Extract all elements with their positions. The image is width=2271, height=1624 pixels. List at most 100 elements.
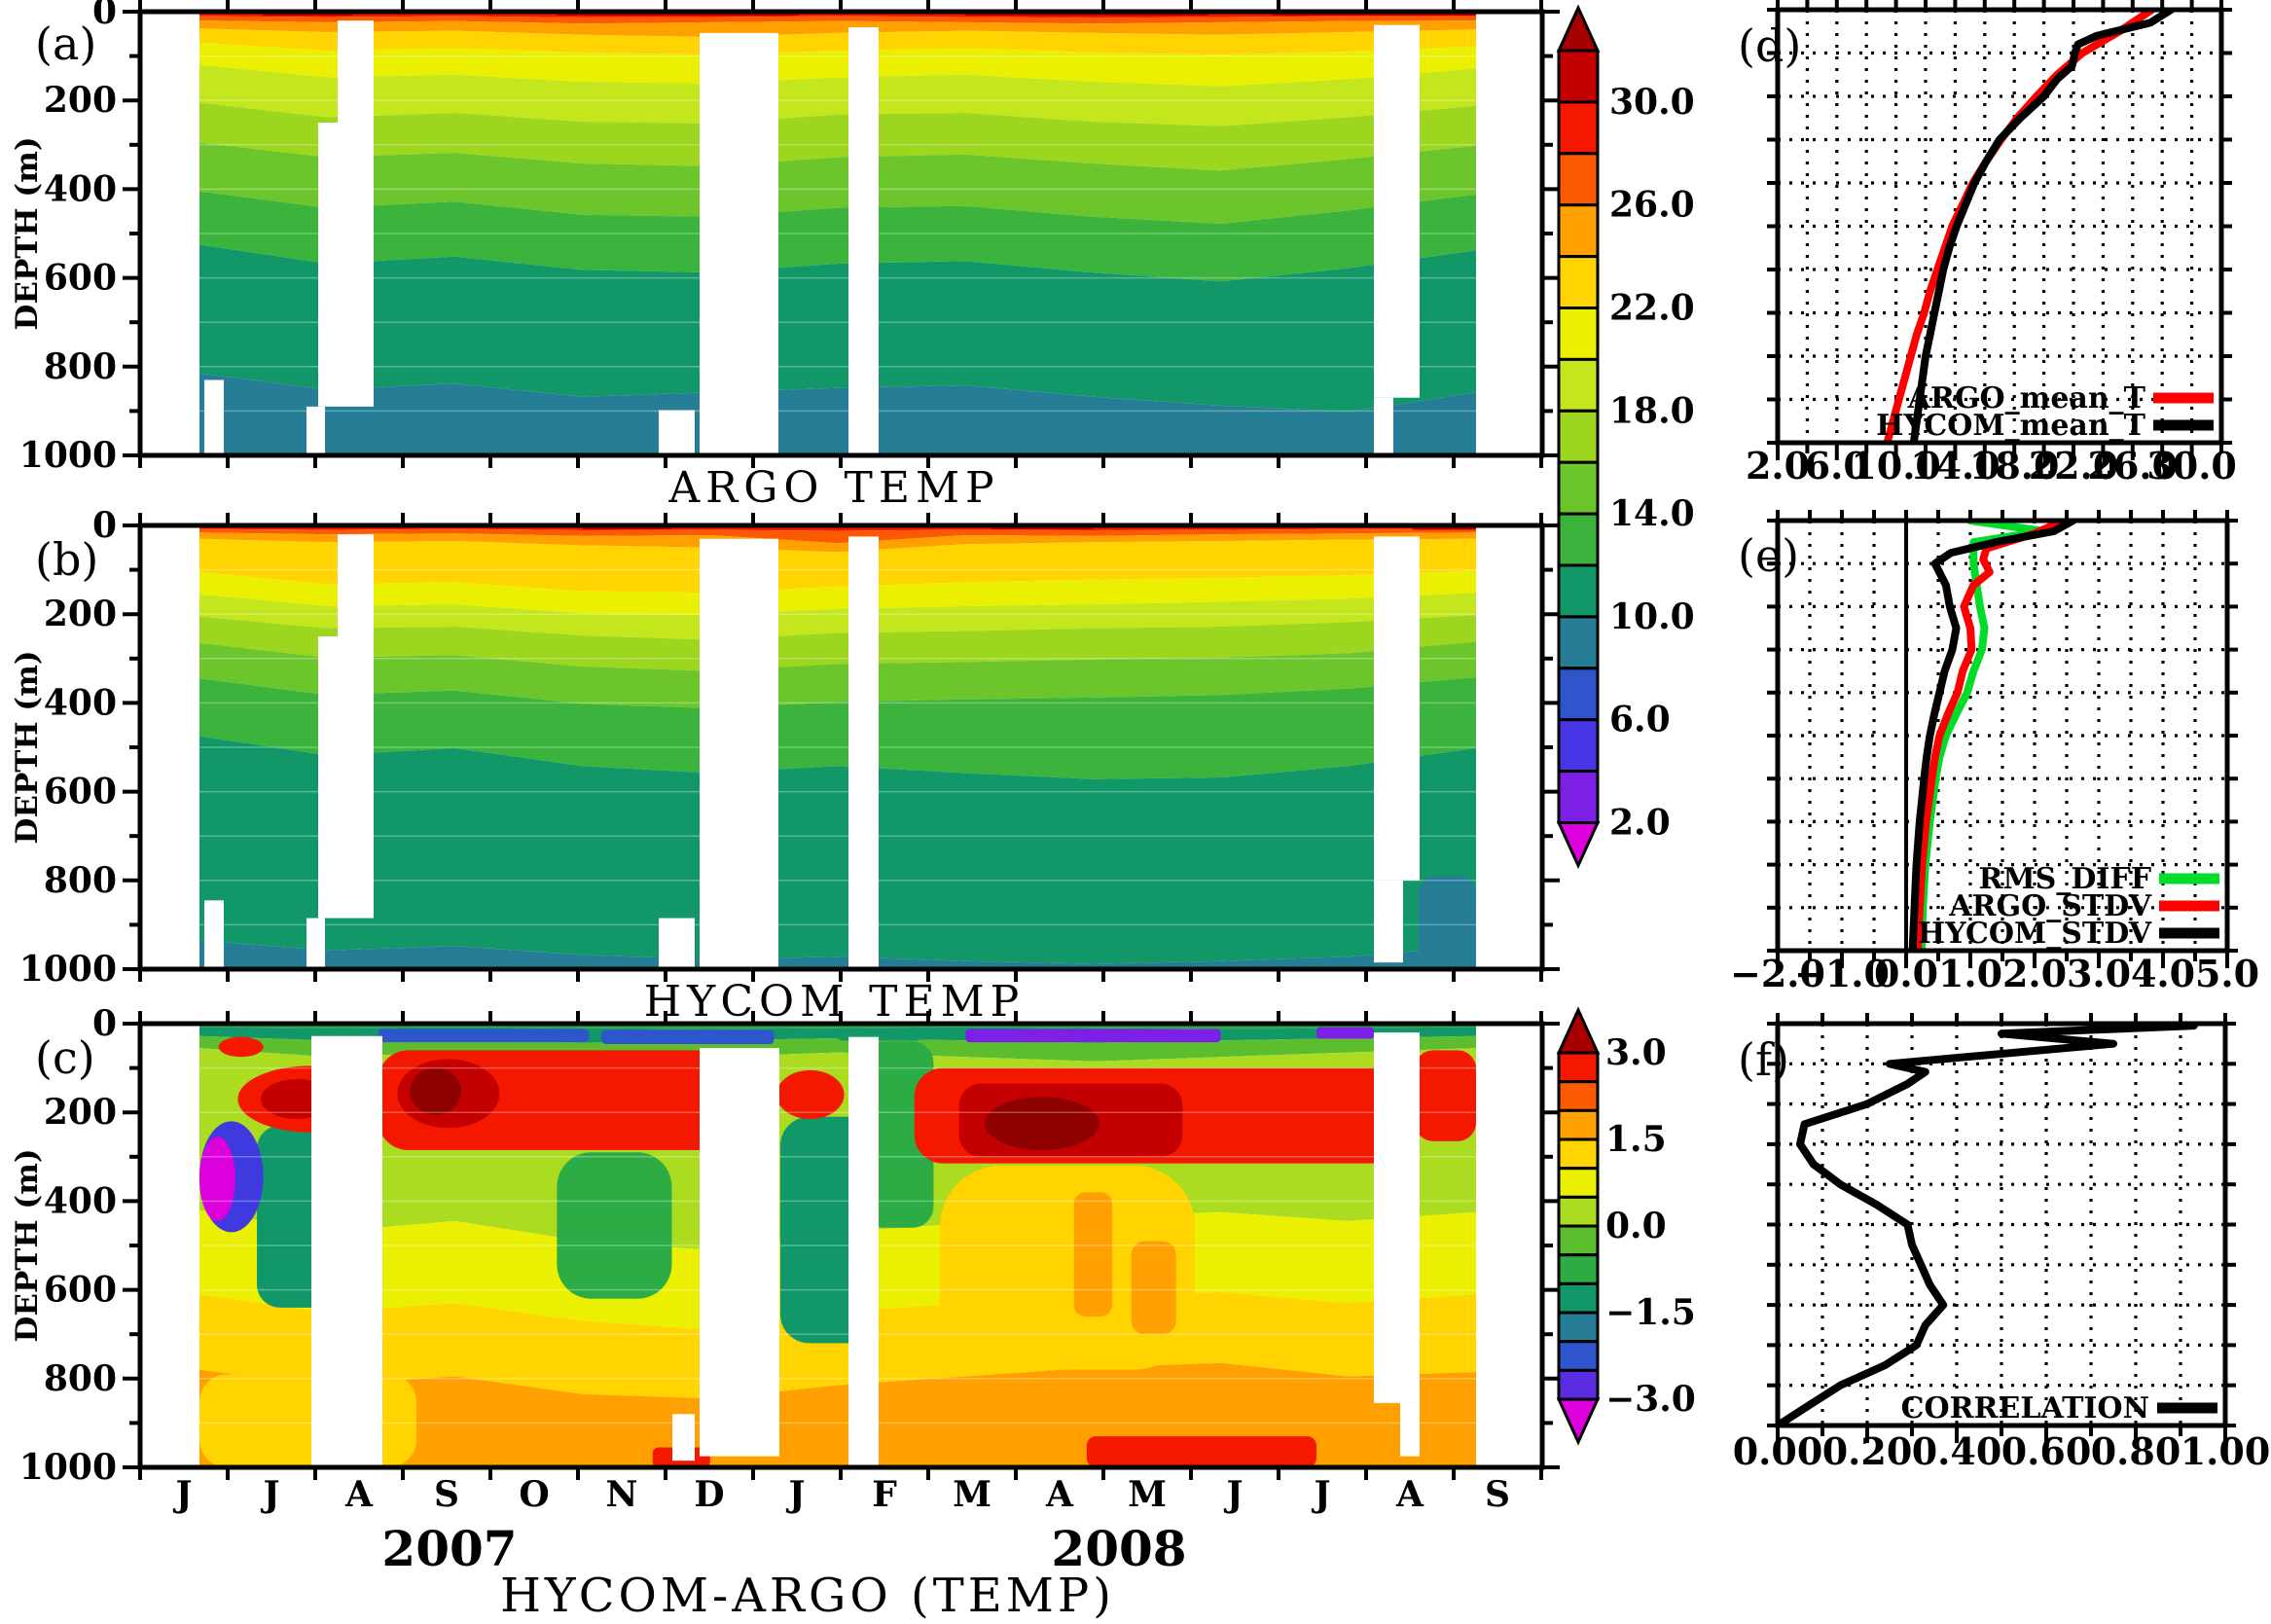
colorbar-cell [1557, 1340, 1600, 1372]
contour-patch [557, 1152, 672, 1299]
x-tick-label: 26.0 [2088, 444, 2179, 487]
missing-data-gap [1374, 1032, 1420, 1403]
depth-tick-label: 400 [44, 682, 117, 723]
x-tick-label: 0.20 [1822, 1429, 1913, 1473]
missing-data-gap [659, 918, 695, 967]
colorbar-label: 0.0 [1605, 1206, 1667, 1246]
legend-label-ARGO_STDV: ARGO_STDV [1948, 889, 2151, 923]
missing-data-gap [306, 406, 325, 454]
month-label: F [872, 1474, 897, 1515]
curves-f [1778, 1024, 2198, 1426]
contour-patch [1415, 1050, 1476, 1141]
depth-axis-label-a: DEPTH (m) [10, 136, 45, 331]
colorbar-cell [1557, 152, 1600, 207]
contour-patch [1073, 1192, 1113, 1317]
x-tick-label: 0.0 [1874, 952, 1938, 995]
depth-tick-label: 800 [44, 860, 117, 901]
panel-f: 0.00 0.20 0.40 0.60 0.80 1.00 CORRELATION [1733, 1013, 2270, 1473]
missing-data-gap [145, 1025, 199, 1466]
panel-c-content [145, 1025, 1540, 1466]
year-2008-label: 2008 [1051, 1520, 1187, 1577]
month-label: J [1223, 1474, 1243, 1515]
panel-c-letter: (c) [35, 1031, 95, 1084]
colorbar-label: 18.0 [1609, 390, 1695, 431]
colorbar-cell [1557, 667, 1600, 722]
colorbar-label: 2.0 [1609, 803, 1671, 844]
colorbar-label: −1.5 [1605, 1292, 1696, 1333]
contour-band [199, 16, 1476, 24]
contour-patch [1086, 1436, 1316, 1466]
colorbar-cell [1557, 1108, 1600, 1141]
contour-patch [199, 1374, 417, 1466]
missing-data-gap [848, 536, 879, 968]
colorbar-cell [1557, 460, 1600, 516]
colorbar-cell [1557, 1167, 1600, 1199]
colorbar-cell [1557, 718, 1600, 774]
contour-band [199, 593, 1476, 640]
month-label: J [172, 1474, 192, 1515]
x-tick-label: 14.0 [1910, 444, 2001, 487]
colorbar-label: 1.5 [1605, 1119, 1667, 1160]
colorbar-cell [1557, 409, 1600, 464]
legend-label-HYCOM_mean_T: HYCOM_mean_T [1876, 409, 2146, 443]
x-tick-label: −2.0 [1730, 952, 1825, 995]
month-label: A [1045, 1474, 1074, 1515]
colorbar-label: 14.0 [1609, 493, 1695, 534]
colorbar-cell [1557, 307, 1600, 361]
month-label: M [1128, 1474, 1167, 1515]
colorbar-cell [1557, 203, 1600, 259]
missing-data-gap [659, 410, 695, 454]
legend-label-CORRELATION: CORRELATION [1901, 1391, 2149, 1426]
contour-band [199, 20, 1476, 37]
x-tick-label: 6.0 [1805, 444, 1869, 487]
contour-patch [1316, 1027, 1375, 1039]
contour-patch [1131, 1241, 1176, 1335]
colorbar-cell [1557, 1195, 1600, 1228]
x-tick-label: −1.0 [1794, 952, 1890, 995]
missing-data-gap [700, 538, 778, 968]
depth-tick-label: 0 [92, 1003, 117, 1044]
month-label: N [606, 1474, 638, 1515]
contour-band [199, 28, 1476, 55]
panel-c-title: HYCOM-ARGO (TEMP) [500, 1569, 1115, 1623]
colorbar-cell [1557, 100, 1600, 156]
legend-label-HYCOM_STDV: HYCOM_STDV [1918, 917, 2152, 951]
year-2007-label: 2007 [381, 1520, 518, 1577]
contour-patch [410, 1067, 461, 1115]
colorbar-cell [1557, 512, 1600, 567]
colorbar-diff: 3.0 1.5 0.0 −1.5 −3.0 [1556, 1006, 1696, 1446]
profile-line-HYCOM_mean_T [1909, 10, 2176, 443]
contour-band [199, 532, 1476, 553]
missing-data-gap [311, 1035, 382, 1466]
colorbar-label: 6.0 [1609, 700, 1671, 740]
contour-band [199, 191, 1476, 282]
contour-band [199, 940, 1476, 968]
x-tick-label: 18.0 [1969, 444, 2060, 487]
contour-band [199, 538, 1476, 594]
contour-band [199, 528, 1476, 544]
month-label: J [260, 1474, 279, 1515]
panel-d-letter: (d) [1738, 19, 1802, 72]
depth-tick-label: 400 [44, 168, 117, 209]
month-label: J [1311, 1474, 1330, 1515]
x-tick-label: 5.0 [2195, 952, 2259, 995]
missing-data-gap [338, 20, 374, 123]
curves-d [1883, 10, 2176, 443]
legend-label-RMS_DIFF: RMS_DIFF [1979, 862, 2151, 896]
missing-data-gap [1374, 880, 1403, 963]
missing-data-gap [1374, 397, 1393, 454]
profile-line-CORRELATION [1778, 1024, 2198, 1426]
x-tick-label: 2.0 [1746, 444, 1810, 487]
missing-data-gap [1400, 1402, 1420, 1457]
missing-data-gap [1374, 24, 1420, 398]
colorbar-cell [1557, 49, 1600, 104]
depth-tick-label: 600 [44, 772, 117, 812]
panel-a: 0 200 400 600 800 1000 [19, 0, 1560, 476]
colorbar-cell [1557, 1051, 1600, 1084]
panel-b-title: HYCOM TEMP [643, 977, 1026, 1027]
x-tick-label: 30.0 [2146, 444, 2237, 487]
panel-f-letter: (f) [1738, 1033, 1789, 1086]
x-tick-label: 0.40 [1912, 1429, 2002, 1473]
month-label: S [434, 1474, 459, 1515]
colorbar-cell [1557, 615, 1600, 670]
